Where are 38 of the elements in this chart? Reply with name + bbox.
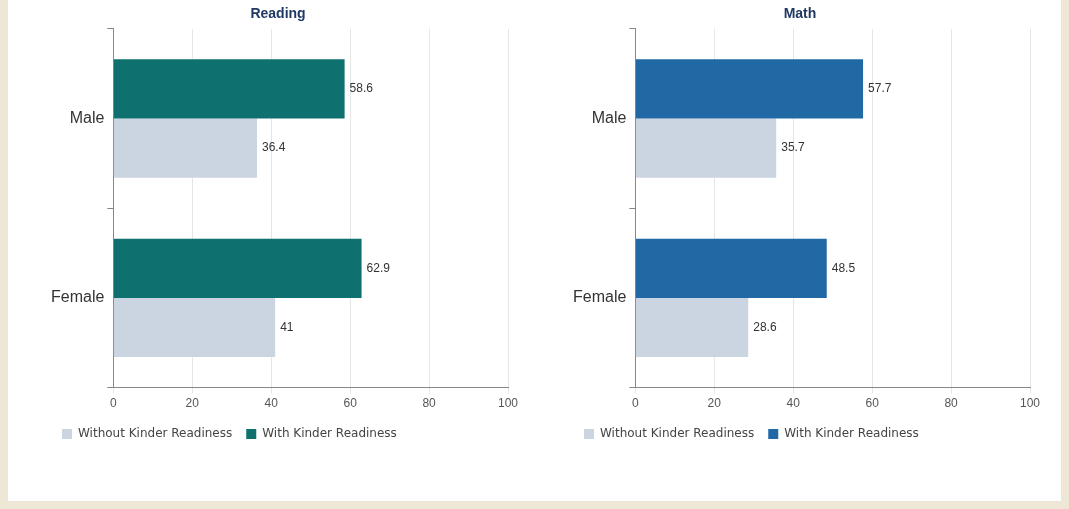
x-tick-label: 100 [1019,396,1041,411]
data-label: 58.6 [349,81,374,96]
bar [113,118,257,178]
x-tick-label: 20 [185,396,200,411]
x-tick-label: 0 [632,396,640,411]
data-label: 48.5 [831,260,856,275]
data-label: 62.9 [366,260,391,275]
y-tick-label: Male [69,108,105,126]
x-tick-label: 60 [865,396,880,411]
chart-title: Math [783,5,817,22]
bar [635,297,749,358]
legend-label: Without Kinder Readiness [600,426,755,441]
x-tick-label: 0 [110,396,118,411]
legend-label: With Kinder Readiness [784,426,919,441]
y-tick-label: Female [50,288,105,306]
data-label: 41 [280,319,294,334]
y-tick-label: Male [591,108,627,126]
chart-title: Reading [250,5,306,22]
data-label: 28.6 [753,319,777,334]
bar [635,118,777,178]
legend-label: With Kinder Readiness [262,426,397,441]
bar [635,59,864,119]
data-label: 57.7 [868,81,892,96]
x-tick-label: 40 [264,396,279,411]
x-tick-label: 60 [343,396,358,411]
y-tick-label: Female [572,288,627,306]
bar [635,238,827,298]
data-label: 36.4 [262,140,286,155]
bar [113,238,362,298]
bar [113,297,276,358]
x-tick-label: 40 [786,396,801,411]
x-tick-label: 80 [422,396,437,411]
x-tick-label: 100 [497,396,519,411]
data-label: 35.7 [781,140,805,155]
x-tick-label: 20 [707,396,722,411]
x-tick-label: 80 [944,396,959,411]
legend-label: Without Kinder Readiness [78,426,233,441]
bar [113,59,345,119]
